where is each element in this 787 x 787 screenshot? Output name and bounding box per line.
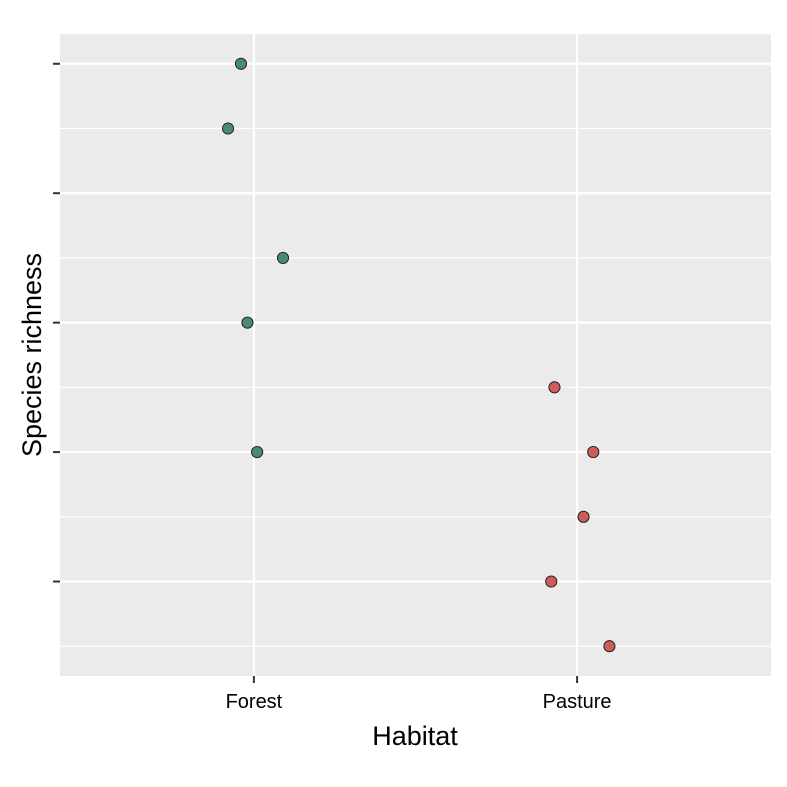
plot-panel xyxy=(60,34,771,676)
data-point-forest xyxy=(276,251,290,264)
data-point-pasture xyxy=(577,510,590,523)
data-point-forest xyxy=(222,122,235,135)
data-point-forest xyxy=(234,57,248,70)
data-points xyxy=(222,57,616,653)
data-point-forest xyxy=(251,446,264,459)
x-axis-title: Habitat xyxy=(372,721,458,751)
x-tick-label: Forest xyxy=(226,691,283,713)
data-point-forest xyxy=(241,316,254,329)
y-axis-ticks xyxy=(53,62,60,583)
data-point-pasture xyxy=(545,575,558,588)
x-tick-label: Pasture xyxy=(543,691,612,713)
data-point-pasture xyxy=(587,446,600,459)
y-axis-title: Species richness xyxy=(17,253,47,457)
data-point-pasture xyxy=(603,640,616,653)
major-gridlines xyxy=(60,34,771,676)
data-point-pasture xyxy=(548,381,561,394)
x-axis-ticks: Forest Pasture xyxy=(226,676,612,713)
minor-gridlines xyxy=(60,127,771,647)
